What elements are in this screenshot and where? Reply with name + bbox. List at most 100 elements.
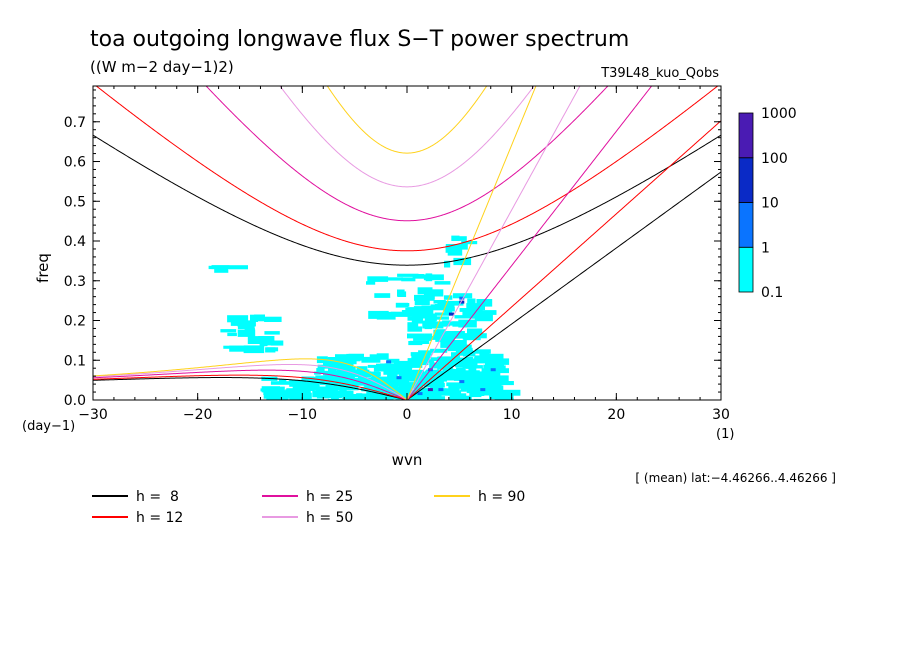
power-patch — [344, 379, 363, 384]
power-patch — [489, 400, 500, 405]
power-patch — [496, 399, 504, 400]
power-patch — [440, 374, 447, 382]
power-patch — [335, 354, 353, 363]
curve-kelvin-h50 — [406, 86, 581, 400]
power-patch — [414, 320, 436, 324]
curve-ig-h12 — [95, 86, 719, 252]
power-patch — [444, 260, 451, 268]
curve-kelvin-h8 — [406, 171, 721, 400]
power-patch — [342, 397, 360, 400]
power-patch-high — [490, 368, 496, 372]
curve-ig-h8 — [93, 134, 721, 266]
power-patch — [460, 372, 482, 381]
power-patch — [462, 335, 469, 340]
power-patch-high — [459, 300, 465, 304]
power-patch — [412, 396, 434, 400]
run-label: T39L48_kuo_Qobs — [600, 66, 719, 81]
power-patch — [417, 287, 433, 295]
power-patch — [399, 373, 413, 381]
power-patch — [228, 265, 248, 270]
power-patch — [485, 368, 493, 372]
power-patch — [367, 364, 378, 368]
power-patch — [407, 326, 423, 332]
power-patch — [417, 375, 432, 383]
power-patch — [324, 394, 342, 399]
power-patch — [343, 383, 359, 391]
legend-label: h = 8 — [136, 489, 179, 505]
power-patch — [353, 394, 365, 400]
power-patch — [401, 310, 411, 316]
power-patch — [237, 322, 251, 329]
latitude-footnote: [ (mean) lat:−4.46266..4.46266 ] — [635, 471, 836, 485]
power-patch — [250, 314, 258, 322]
power-patch — [434, 312, 455, 316]
power-patch — [400, 362, 423, 368]
power-patch — [452, 321, 471, 327]
colorbar-swatch — [738, 202, 754, 248]
x-tick-label: 10 — [503, 407, 521, 423]
power-patch — [384, 277, 403, 281]
power-patch — [423, 289, 444, 297]
curve-ig-h50 — [279, 86, 535, 188]
power-patch — [419, 309, 428, 317]
power-patch — [433, 300, 446, 304]
power-patch — [482, 385, 501, 392]
colorbar-label: 1 — [761, 240, 770, 256]
legend: h = 8 h = 12 h = 25 h = 50 h = 90 — [92, 489, 525, 526]
curve-rossby-h25 — [93, 369, 408, 400]
y-tick-label: 0.6 — [64, 155, 86, 171]
power-patch — [471, 365, 483, 369]
y-tick-label: 0.4 — [64, 234, 86, 250]
power-patch — [469, 390, 482, 398]
power-patch — [397, 273, 419, 277]
power-patch — [376, 353, 389, 360]
power-patch — [409, 375, 418, 382]
power-patch — [407, 358, 424, 364]
power-patch-high — [386, 360, 392, 364]
power-patch — [373, 366, 389, 372]
power-patch — [208, 265, 223, 270]
power-patch-high — [459, 380, 465, 384]
power-patch — [339, 387, 347, 394]
power-patch — [451, 352, 460, 360]
power-patch — [471, 304, 482, 309]
power-patch — [435, 331, 447, 337]
power-patch — [374, 293, 391, 298]
power-patch — [461, 241, 478, 245]
power-patch — [263, 391, 281, 395]
power-patch — [408, 341, 423, 346]
power-patch — [425, 370, 444, 376]
curve-rossby-h12 — [93, 374, 408, 400]
colorbar-swatch — [738, 112, 754, 159]
power-patch — [479, 310, 497, 315]
power-patch — [331, 397, 339, 400]
power-patch — [346, 353, 364, 360]
power-patch — [214, 266, 229, 273]
power-patch — [463, 333, 481, 341]
power-patch — [390, 311, 413, 317]
power-patch — [364, 398, 372, 400]
power-patch — [476, 333, 487, 339]
x-unit-label: (1) — [716, 427, 734, 442]
power-patch — [237, 329, 256, 337]
power-patch — [452, 293, 473, 299]
power-patch — [474, 371, 496, 379]
power-patch — [449, 358, 460, 362]
power-patch — [305, 377, 316, 385]
curve-kelvin-h90 — [406, 86, 537, 400]
x-tick-label: −10 — [288, 407, 318, 423]
power-patch — [455, 350, 474, 356]
x-tick-label: −30 — [78, 407, 108, 423]
power-patch — [324, 361, 345, 367]
power-patch — [314, 391, 324, 397]
chart-subtitle: ((W m−2 day−1)2) — [90, 58, 234, 76]
power-patch-high — [427, 388, 433, 392]
power-patch — [418, 350, 432, 356]
power-patch — [227, 332, 237, 337]
power-patch — [465, 356, 474, 360]
power-patch — [387, 375, 403, 383]
chart-title: toa outgoing longwave flux S−T power spe… — [90, 27, 629, 52]
power-patch — [302, 398, 324, 400]
axis-ticks: −30 −20 −10 0 10 20 30 0.0 0.1 0.2 0.3 0.4 0.5 0.6 0.7 — [64, 86, 730, 423]
power-patch — [386, 394, 394, 400]
